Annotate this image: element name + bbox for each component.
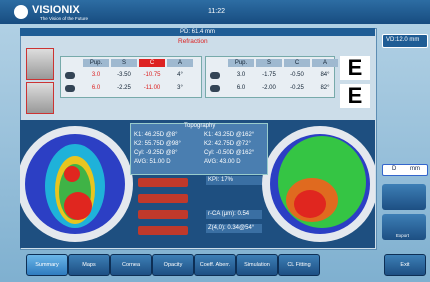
unit-right: mm [410,166,420,172]
tab[interactable]: Maps [68,254,110,276]
cell: 84° [312,72,338,78]
tab[interactable]: Summary [26,254,68,276]
chart-box [26,48,54,80]
stat: Cyl: -0.50D @162° [204,150,254,156]
cell: -3.50 [111,72,137,78]
tab[interactable]: CL Fitting [278,254,320,276]
time: 11:22 [208,8,225,15]
column-header: A [167,59,193,67]
stat: K2: 55.75D @98° [134,141,181,147]
stat: Cyl: -9.25D @8° [134,150,178,156]
column-header: C [284,59,310,67]
stat: K1: 46.25D @8° [134,132,178,138]
stat: AVG: 51.00 D [134,159,171,165]
cell: -2.25 [111,85,137,91]
vd: VD:12.0 mm [386,37,419,43]
logo-icon [14,5,28,19]
column-header: S [256,59,282,67]
screen: VISIONIX The Vision of the Future 11:22 … [0,0,430,282]
index-button [138,226,188,235]
unit-toggle[interactable] [382,164,428,176]
index: KPI: 17% [206,176,262,185]
eye-icon [210,72,220,79]
map-zone [64,192,92,220]
stats-box [130,123,268,175]
column-header: Pup. [228,59,254,67]
cell: -2.00 [256,85,282,91]
cell: 6.0 [83,85,109,91]
index: Z(4,0): 0.34@54° [206,224,262,233]
cell: 6.0 [228,85,254,91]
stat: AVG: 43.00 D [204,159,241,165]
eye-icon [65,72,75,79]
logo: VISIONIX [32,4,80,16]
cell: -0.50 [284,72,310,78]
tab[interactable]: Opacity [152,254,194,276]
cell: 82° [312,85,338,91]
cell: 3.0 [228,72,254,78]
chart-box [26,82,54,114]
tab[interactable]: Simulation [236,254,278,276]
export-label: Export [396,233,409,238]
column-header: A [312,59,338,67]
exit-button[interactable]: Exit [384,254,426,276]
cell: 3.0 [83,72,109,78]
tab[interactable]: Cornea [110,254,152,276]
cell: -0.25 [284,85,310,91]
tagline: The Vision of the Future [40,16,88,21]
cell: -11.00 [139,85,165,91]
chart-letter: E [340,56,370,80]
index-button [138,210,188,219]
cell: -1.75 [256,72,282,78]
stat: K1: 43.25D @162° [204,132,254,138]
cell: 4° [167,72,193,78]
refraction-title: Refraction [178,38,208,45]
chart-letter: E [340,84,370,108]
column-header: C [139,59,165,67]
column-header: Pup. [83,59,109,67]
cell: 3° [167,85,193,91]
eye-icon [65,85,75,92]
index-button [138,194,188,203]
map-zone [294,190,326,218]
stat: K2: 42.75D @72° [204,141,251,147]
print-button[interactable] [382,184,426,210]
eye-icon [210,85,220,92]
topography-title: Topography [184,123,215,129]
tab[interactable]: Coeff. Aberr. [194,254,236,276]
index-button [138,178,188,187]
index: r-CA (µm): 0.54 [206,210,262,219]
column-header: S [111,59,137,67]
unit-left: D [392,166,396,172]
cell: -10.75 [139,72,165,78]
map-zone [64,166,80,182]
pd: PD: 61.4 mm [180,29,215,35]
